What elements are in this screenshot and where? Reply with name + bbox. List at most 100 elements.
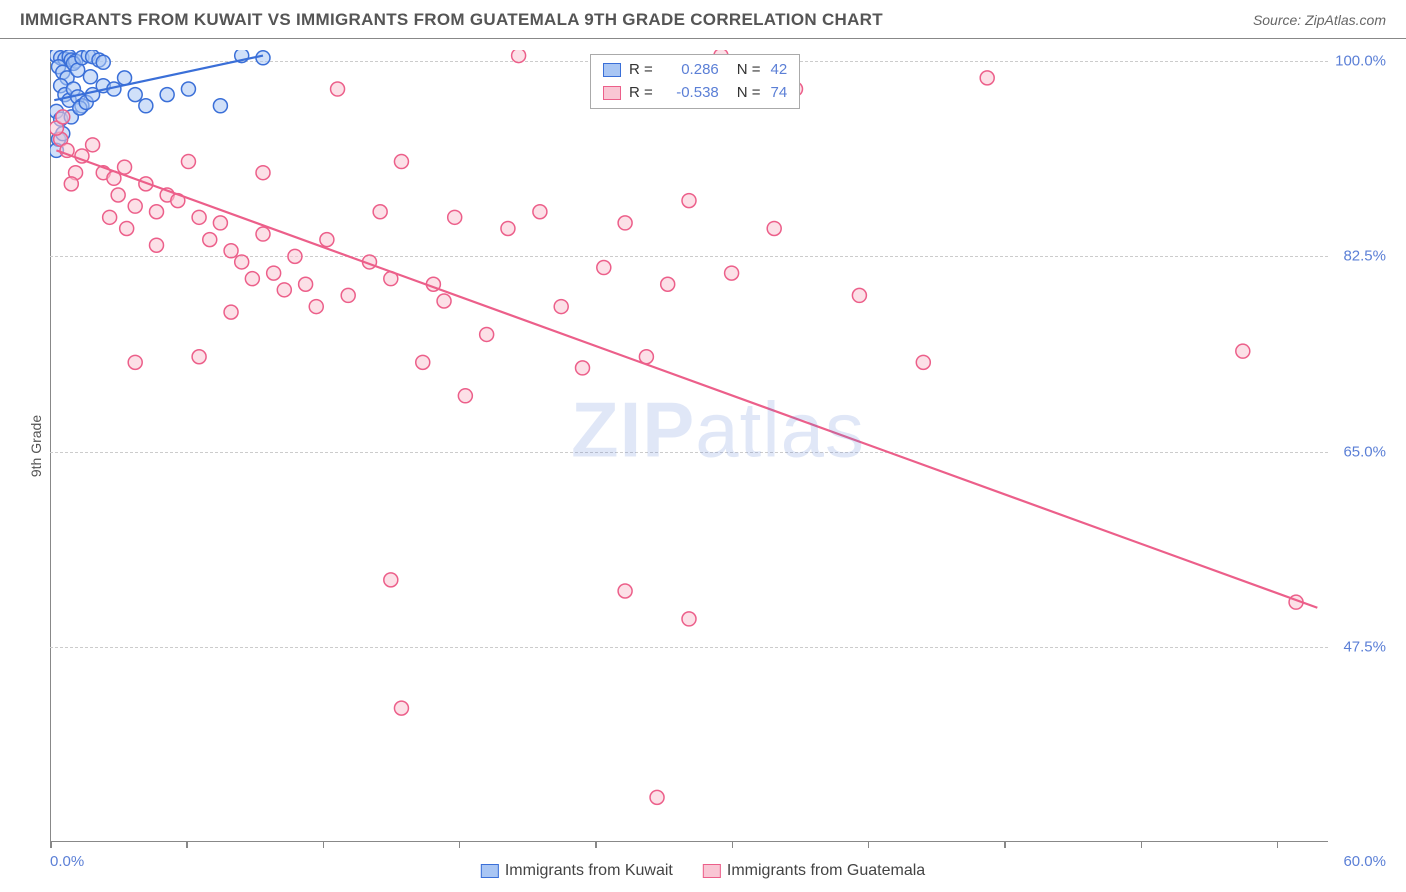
legend-n-value: 42 <box>771 59 788 82</box>
data-point <box>682 612 696 626</box>
source-label: Source: ZipAtlas.com <box>1253 12 1386 28</box>
data-point <box>1236 344 1250 358</box>
data-point <box>181 155 195 169</box>
legend-swatch <box>603 63 621 77</box>
data-point <box>120 221 134 235</box>
legend-swatch <box>703 864 721 878</box>
legend-n-label: N = <box>737 59 761 82</box>
legend-swatch <box>603 86 621 100</box>
data-point <box>128 88 142 102</box>
data-point <box>437 294 451 308</box>
data-point <box>341 288 355 302</box>
y-tick-label: 65.0% <box>1343 443 1386 460</box>
data-point <box>192 210 206 224</box>
data-point <box>192 350 206 364</box>
data-point <box>235 255 249 269</box>
data-point <box>512 50 526 63</box>
data-point <box>224 305 238 319</box>
y-tick-label: 100.0% <box>1335 53 1386 70</box>
data-point <box>128 355 142 369</box>
data-point <box>256 227 270 241</box>
data-point <box>118 71 132 85</box>
data-point <box>64 177 78 191</box>
data-point <box>682 194 696 208</box>
x-tick <box>595 842 597 848</box>
data-point <box>533 205 547 219</box>
data-point <box>767 221 781 235</box>
data-point <box>213 216 227 230</box>
y-tick-label: 47.5% <box>1343 638 1386 655</box>
data-point <box>416 355 430 369</box>
x-tick <box>1277 842 1279 848</box>
data-point <box>384 573 398 587</box>
data-point <box>86 138 100 152</box>
legend-row: R = -0.538 N = 74 <box>603 82 787 105</box>
data-point <box>150 238 164 252</box>
data-point <box>203 233 217 247</box>
y-tick-label: 82.5% <box>1343 248 1386 265</box>
data-point <box>394 155 408 169</box>
data-point <box>118 160 132 174</box>
x-tick <box>323 842 325 848</box>
data-point <box>150 205 164 219</box>
data-point <box>597 261 611 275</box>
data-point <box>160 88 174 102</box>
data-point <box>576 361 590 375</box>
legend-swatch <box>481 864 499 878</box>
data-point <box>980 71 994 85</box>
x-tick-label-left: 0.0% <box>50 853 84 870</box>
data-point <box>128 199 142 213</box>
x-tick <box>186 842 188 848</box>
legend-label: Immigrants from Kuwait <box>505 862 673 879</box>
data-point <box>224 244 238 258</box>
chart-area: ZIPatlas R = 0.286 N = 42 R = -0.538 N =… <box>50 50 1386 842</box>
data-point <box>83 70 97 84</box>
plot-region: ZIPatlas R = 0.286 N = 42 R = -0.538 N =… <box>50 50 1386 842</box>
data-point <box>501 221 515 235</box>
data-point <box>277 283 291 297</box>
data-point <box>661 277 675 291</box>
legend-r-label: R = <box>629 82 653 105</box>
legend-n-label: N = <box>737 82 761 105</box>
data-point <box>916 355 930 369</box>
data-point <box>181 82 195 96</box>
x-tick-label-right: 60.0% <box>1343 853 1386 870</box>
data-point <box>373 205 387 219</box>
legend-item: Immigrants from Kuwait <box>481 862 673 880</box>
data-point <box>213 99 227 113</box>
x-tick <box>1004 842 1006 848</box>
data-point <box>56 110 70 124</box>
legend-r-label: R = <box>629 59 653 82</box>
data-point <box>245 272 259 286</box>
data-point <box>288 249 302 263</box>
data-point <box>618 584 632 598</box>
x-tick <box>868 842 870 848</box>
correlation-legend: R = 0.286 N = 42 R = -0.538 N = 74 <box>590 54 800 109</box>
data-point <box>331 82 345 96</box>
series-legend: Immigrants from Kuwait Immigrants from Gu… <box>481 862 925 880</box>
data-point <box>309 300 323 314</box>
data-point <box>480 327 494 341</box>
data-point <box>618 216 632 230</box>
trend-line <box>56 150 1317 607</box>
x-tick <box>732 842 734 848</box>
data-point <box>554 300 568 314</box>
legend-r-value: 0.286 <box>663 59 719 82</box>
legend-label: Immigrants from Guatemala <box>727 862 925 879</box>
data-point <box>320 233 334 247</box>
data-point <box>448 210 462 224</box>
y-axis-label: 9th Grade <box>28 415 44 477</box>
legend-item: Immigrants from Guatemala <box>703 862 925 880</box>
scatter-svg <box>50 50 1328 842</box>
data-point <box>725 266 739 280</box>
x-tick <box>459 842 461 848</box>
legend-row: R = 0.286 N = 42 <box>603 59 787 82</box>
legend-r-value: -0.538 <box>663 82 719 105</box>
data-point <box>458 389 472 403</box>
chart-title: IMMIGRANTS FROM KUWAIT VS IMMIGRANTS FRO… <box>20 10 883 30</box>
x-tick <box>1141 842 1143 848</box>
x-tick <box>50 842 52 848</box>
data-point <box>103 210 117 224</box>
legend-n-value: 74 <box>771 82 788 105</box>
data-point <box>256 51 270 65</box>
